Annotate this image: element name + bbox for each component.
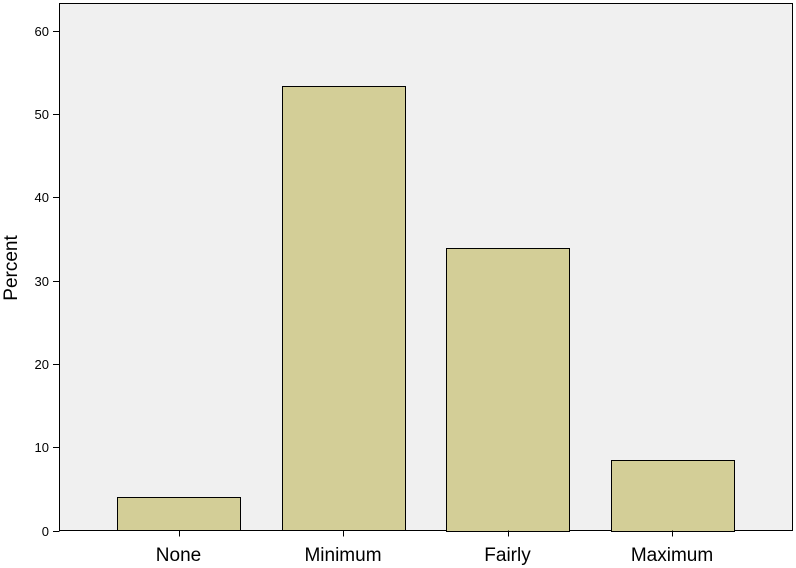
y-tick-label: 60: [35, 24, 49, 39]
x-tick-label: Maximum: [631, 545, 713, 566]
y-axis: 0 10 20 30 40 50 60: [35, 24, 60, 539]
x-tick-label: None: [156, 545, 201, 566]
y-tick-label: 20: [35, 357, 49, 372]
y-tick-label: 30: [35, 274, 49, 289]
bar-maximum: [611, 460, 735, 532]
bar-fairly: [446, 248, 570, 532]
x-tick-label: Fairly: [484, 545, 531, 566]
y-tick-label: 40: [35, 190, 49, 205]
plot-area: [59, 3, 793, 531]
y-axis-title: Percent: [1, 235, 22, 301]
x-tick-label: Minimum: [304, 545, 381, 566]
bar-none: [117, 497, 241, 531]
bars-group: [117, 86, 735, 532]
bar-minimum: [282, 86, 406, 531]
x-axis: None Minimum Fairly Maximum: [156, 530, 713, 566]
y-tick-label: 50: [35, 107, 49, 122]
y-tick-label: 10: [35, 440, 49, 455]
y-tick-label: 0: [42, 524, 49, 539]
